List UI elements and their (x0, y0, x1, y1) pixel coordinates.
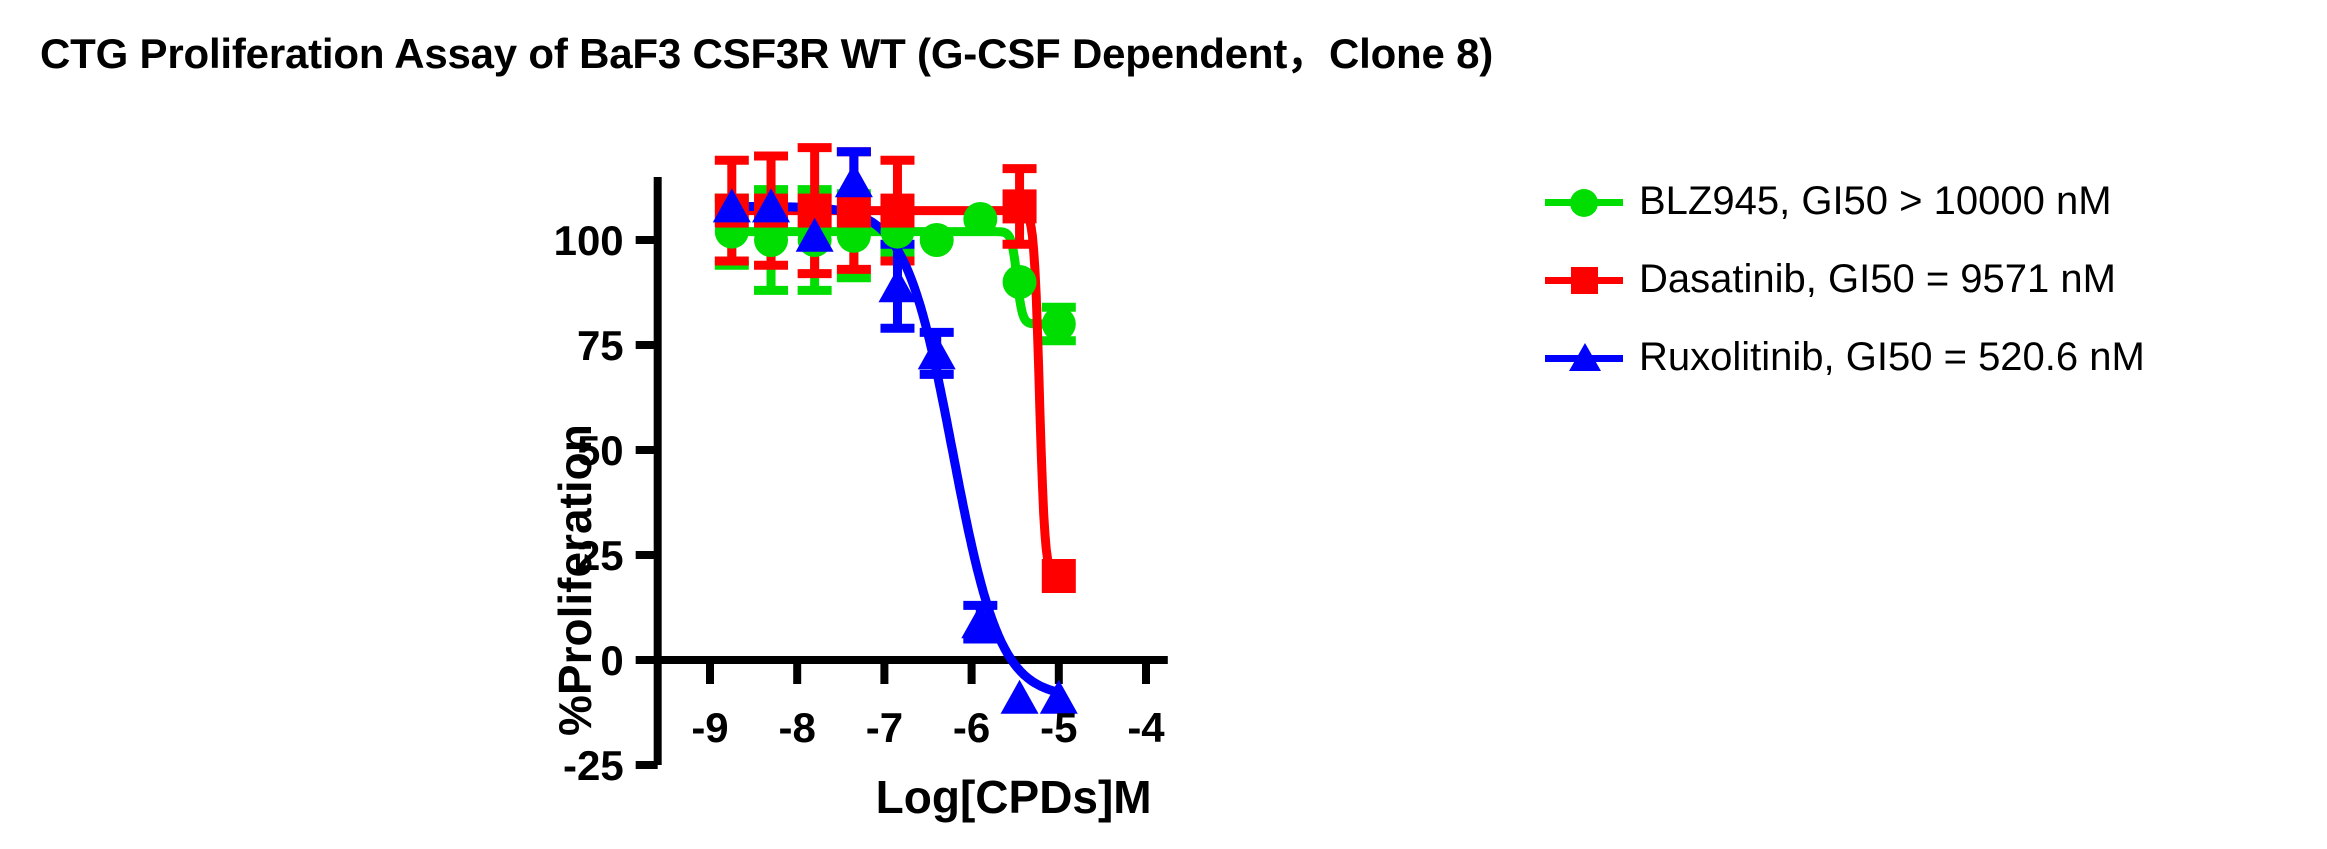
x-tick-label: -8 (779, 704, 816, 751)
y-tick-label: 50 (577, 427, 624, 474)
legend-item-dasatinib[interactable]: Dasatinib, GI50 = 9571 nM (1545, 253, 2145, 305)
legend-item-blz945[interactable]: BLZ945, GI50 > 10000 nM (1545, 175, 2145, 227)
y-tick-label: 75 (577, 322, 624, 369)
series-group (712, 143, 1078, 714)
data-point-dasatinib (1041, 559, 1076, 593)
legend-marker-circle-icon (1545, 181, 1623, 221)
chart-legend: BLZ945, GI50 > 10000 nM Dasatinib, GI50 =… (1545, 175, 2145, 383)
legend-marker-square-icon (1545, 259, 1623, 299)
x-tick-label: -7 (866, 704, 903, 751)
tick-labels-group: -25 0 25 50 75 100 -9 -8 -7 -6 -5 -4 (554, 217, 1166, 789)
data-point-blz945 (963, 202, 998, 236)
x-tick-label: -4 (1127, 704, 1165, 751)
data-point-ruxolitinib (795, 217, 834, 252)
x-tick-label: -5 (1040, 704, 1077, 751)
y-tick-label: 0 (600, 637, 623, 684)
legend-label: BLZ945, GI50 > 10000 nM (1639, 178, 2112, 223)
data-point-ruxolitinib (1000, 679, 1039, 714)
data-point-blz945 (919, 223, 954, 257)
data-point-ruxolitinib (752, 188, 791, 223)
axes-group (635, 177, 1168, 769)
data-point-ruxolitinib (917, 335, 956, 370)
data-point-ruxolitinib (712, 188, 751, 223)
legend-label: Dasatinib, GI50 = 9571 nM (1639, 256, 2116, 301)
legend-marker-shape (1571, 267, 1598, 294)
legend-label: Ruxolitinib, GI50 = 520.6 nM (1639, 334, 2145, 379)
y-tick-label: 25 (577, 532, 624, 579)
x-tick-label: -6 (953, 704, 990, 751)
y-axis-label: %Proliferation (548, 423, 601, 736)
legend-item-ruxolitinib[interactable]: Ruxolitinib, GI50 = 520.6 nM (1545, 331, 2145, 383)
data-point-ruxolitinib (1039, 679, 1078, 714)
data-point-dasatinib (1002, 189, 1037, 224)
data-point-blz945 (754, 223, 789, 257)
legend-marker-shape (1570, 189, 1598, 217)
data-point-ruxolitinib (961, 604, 1000, 639)
x-axis-label: Log[CPDs]M (875, 771, 1152, 823)
data-point-ruxolitinib (834, 163, 873, 198)
y-tick-label: -25 (563, 742, 624, 789)
y-tick-label: 100 (554, 217, 624, 264)
legend-marker-triangle-icon (1545, 337, 1623, 377)
data-point-dasatinib (836, 193, 871, 228)
data-point-blz945 (1002, 265, 1037, 299)
x-tick-label: -9 (691, 704, 728, 751)
data-point-dasatinib (880, 193, 915, 228)
data-point-blz945 (1041, 307, 1076, 341)
data-point-ruxolitinib (878, 268, 917, 303)
legend-marker-shape (1569, 343, 1601, 371)
chart-title: CTG Proliferation Assay of BaF3 CSF3R WT… (40, 30, 1494, 77)
